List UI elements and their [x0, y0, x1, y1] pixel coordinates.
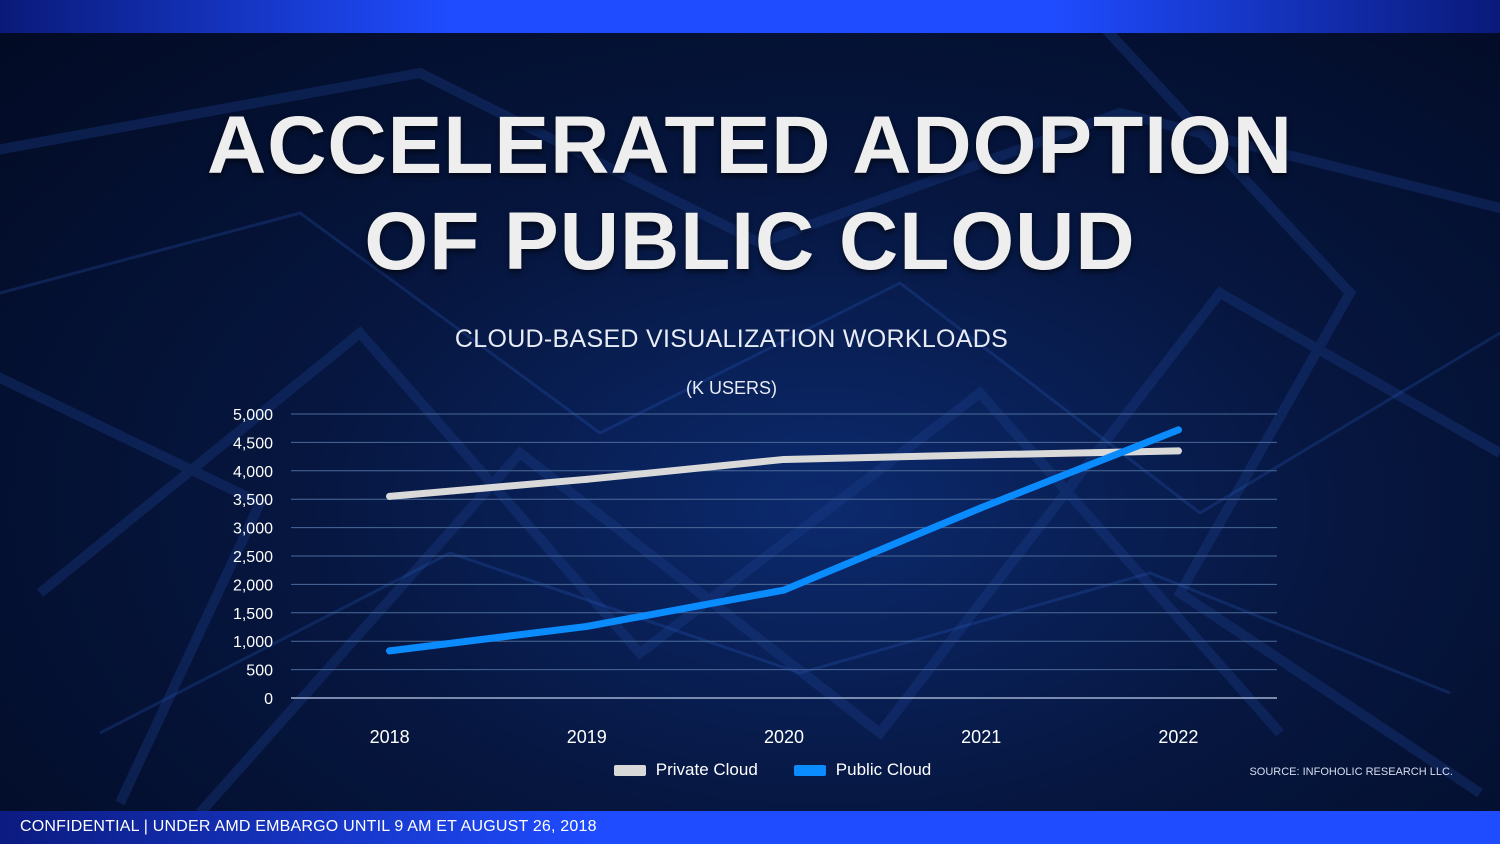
chart-subtitle: (K USERS) [685, 378, 777, 398]
legend-item-public-cloud: Public Cloud [793, 760, 932, 780]
x-tick-label-2022: 2022 [1158, 727, 1198, 747]
x-tick-label-2021: 2021 [961, 727, 1001, 747]
data-point-public-cloud-2018 [386, 647, 394, 655]
top-banner [0, 0, 1500, 33]
title-line-2: OF PUBLIC CLOUD [364, 196, 1136, 287]
data-point-private-cloud-2022 [1174, 447, 1182, 455]
legend-item-private-cloud: Private Cloud [613, 760, 758, 780]
slide-title: ACCELERATED ADOPTION OF PUBLIC CLOUD [0, 98, 1500, 290]
confidential-footer: CONFIDENTIAL | UNDER AMD EMBARGO UNTIL 9… [20, 818, 597, 835]
background-pattern [0, 33, 1500, 811]
chart-title: CLOUD-BASED VISUALIZATION WORKLOADS [454, 325, 1009, 353]
data-point-private-cloud-2020 [780, 455, 788, 463]
legend-label-public-cloud: Public Cloud [835, 760, 932, 779]
x-tick-label-2020: 2020 [764, 727, 804, 747]
y-tick-label-3500: 3,500 [233, 492, 273, 509]
legend-swatch-public-cloud [793, 764, 826, 776]
data-point-private-cloud-2021 [977, 451, 985, 459]
y-tick-label-2500: 2,500 [233, 549, 273, 566]
x-tick-label-2019: 2019 [567, 727, 607, 747]
y-tick-label-4500: 4,500 [233, 435, 273, 452]
data-point-public-cloud-2021 [977, 504, 985, 512]
title-line-1: ACCELERATED ADOPTION [207, 100, 1293, 191]
y-tick-label-4000: 4,000 [233, 464, 273, 481]
chart-legend: Private Cloud Public Cloud [0, 760, 1500, 780]
data-point-private-cloud-2019 [583, 475, 591, 483]
y-tick-label-1000: 1,000 [233, 634, 273, 651]
y-tick-label-2000: 2,000 [233, 577, 273, 594]
y-tick-label-0: 0 [264, 691, 273, 708]
y-tick-label-1500: 1,500 [233, 606, 273, 623]
data-point-private-cloud-2018 [386, 492, 394, 500]
source-note: SOURCE: INFOHOLIC RESEARCH LLC. [1249, 766, 1453, 778]
series-line-public-cloud [386, 426, 1182, 655]
y-tick-label-500: 500 [246, 663, 273, 680]
x-tick-label-2018: 2018 [370, 727, 410, 747]
data-point-public-cloud-2022 [1174, 426, 1182, 434]
y-tick-label-5000: 5,000 [233, 407, 273, 424]
y-tick-label-3000: 3,000 [233, 521, 273, 538]
legend-label-private-cloud: Private Cloud [655, 760, 758, 779]
bottom-banner [0, 811, 1500, 844]
legend-swatch-private-cloud [613, 764, 646, 776]
data-point-public-cloud-2019 [583, 622, 591, 630]
data-point-public-cloud-2020 [780, 586, 788, 594]
